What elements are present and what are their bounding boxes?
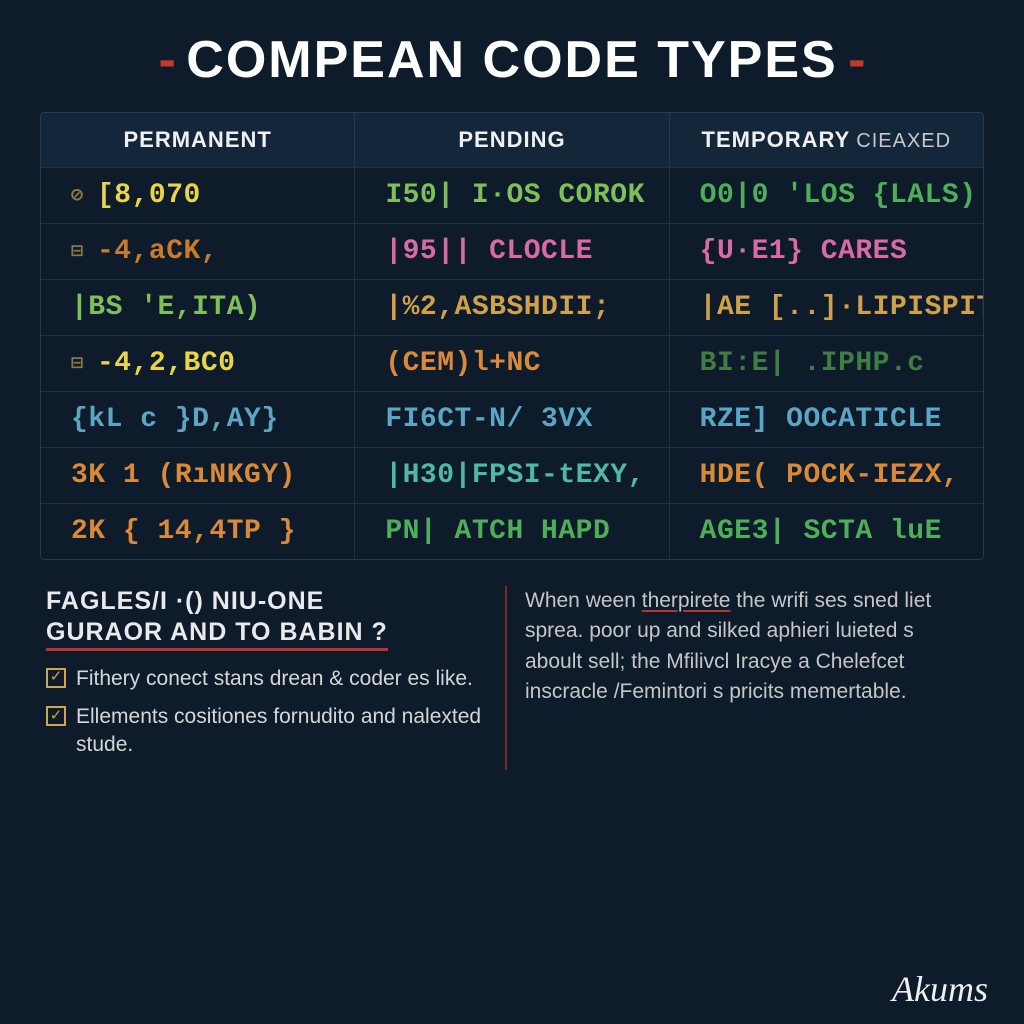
table-cell: BI:E| .IPHP.c bbox=[670, 336, 983, 391]
title-block: - COMPEAN CODE TYPES - bbox=[40, 30, 984, 90]
table-cell: HDE( POCK-IEZX, bbox=[670, 448, 983, 503]
check-icon: ✓ bbox=[46, 706, 66, 726]
table-cell: FI6CT-N/ 3VX bbox=[355, 392, 669, 447]
footer-left-heading: FAGLES/I ·() NIU-ONE GURAOR AND TO BABIN… bbox=[46, 586, 487, 649]
title-dash-left: - bbox=[153, 31, 182, 89]
cell-text: I50| I·OS COROK bbox=[385, 180, 645, 211]
footer-checklist: ✓ Fithery conect stans drean & coder es l… bbox=[46, 665, 487, 760]
table-header-row: PERMANENTPENDINGTEMPORARYCIEAXED bbox=[41, 113, 983, 167]
table-cell: |%2,ASBSHDII; bbox=[355, 280, 669, 335]
table-row: 2K { 14,4TP } PN| ATCH HAPD AGE3| SCTA luE bbox=[41, 503, 983, 559]
cell-text: RZE] OOCATICLE bbox=[700, 404, 942, 435]
checklist-item: ✓ Fithery conect stans drean & coder es l… bbox=[46, 665, 487, 693]
cell-text: 3K 1 (RıNKGY) bbox=[71, 460, 296, 491]
row-icon: ⊘ bbox=[71, 182, 93, 208]
table-cell: RZE] OOCATICLE bbox=[670, 392, 983, 447]
table-cell: ⊟-4,2,BC0 bbox=[41, 336, 355, 391]
table-cell: AGE3| SCTA luE bbox=[670, 504, 983, 559]
row-icon: ⊟ bbox=[71, 238, 93, 264]
checklist-text: Fithery conect stans drean & coder es li… bbox=[76, 665, 473, 693]
table-cell: 2K { 14,4TP } bbox=[41, 504, 355, 559]
table-row: {kL c }D,AY} FI6CT-N/ 3VX RZE] OOCATICLE bbox=[41, 391, 983, 447]
cell-text: |%2,ASBSHDII; bbox=[385, 292, 610, 323]
column-header-2: TEMPORARYCIEAXED bbox=[670, 113, 983, 167]
footer-left: FAGLES/I ·() NIU-ONE GURAOR AND TO BABIN… bbox=[40, 586, 505, 770]
cell-text: |95|| CLOCLE bbox=[385, 236, 593, 267]
cell-text: BI:E| .IPHP.c bbox=[700, 348, 925, 379]
cell-text: |AE [..]·LIPISPIT bbox=[700, 292, 983, 323]
table-cell: ⊟-4,aCK, bbox=[41, 224, 355, 279]
code-types-table: PERMANENTPENDINGTEMPORARYCIEAXED ⊘[8,070… bbox=[40, 112, 984, 560]
table-cell: {kL c }D,AY} bbox=[41, 392, 355, 447]
cell-text: -4,aCK, bbox=[97, 236, 218, 267]
table-cell: 3K 1 (RıNKGY) bbox=[41, 448, 355, 503]
table-row: 3K 1 (RıNKGY) |H30|FPSI-tEXY, HDE( POCK-IE… bbox=[41, 447, 983, 503]
column-header-0: PERMANENT bbox=[41, 113, 355, 167]
cell-text: (CEM)l+NC bbox=[385, 348, 541, 379]
column-header-sub-2: CIEAXED bbox=[856, 130, 951, 152]
title-dash-right: - bbox=[842, 31, 871, 89]
table-body: ⊘[8,070I50| I·OS COROKO0|0 'LOS {LALS)⊟-… bbox=[41, 167, 983, 559]
table-cell: O0|0 'LOS {LALS) bbox=[670, 168, 983, 223]
table-cell: I50| I·OS COROK bbox=[355, 168, 669, 223]
cell-text: [8,070 bbox=[97, 180, 201, 211]
cell-text: O0|0 'LOS {LALS) bbox=[700, 180, 977, 211]
checklist-text: Ellements cositiones fornudito and nalex… bbox=[76, 703, 487, 760]
cell-text: 2K { 14,4TP } bbox=[71, 516, 296, 547]
signature: Akums bbox=[892, 968, 988, 1010]
table-row: ⊟-4,aCK, |95|| CLOCLE {U·E1} CARES bbox=[41, 223, 983, 279]
table-cell: |95|| CLOCLE bbox=[355, 224, 669, 279]
table-row: ⊟-4,2,BC0 (CEM)l+NC BI:E| .IPHP.c bbox=[41, 335, 983, 391]
page-title: COMPEAN CODE TYPES bbox=[186, 30, 837, 90]
footer-head-l1: FAGLES/I ·() NIU-ONE bbox=[46, 587, 324, 615]
footer-head-l2: GURAOR AND TO BABIN ? bbox=[46, 618, 388, 651]
cell-text: FI6CT-N/ 3VX bbox=[385, 404, 593, 435]
table-cell: PN| ATCH HAPD bbox=[355, 504, 669, 559]
table-row: |BS 'E,ITA) |%2,ASBSHDII; |AE [..]·LIPISPI… bbox=[41, 279, 983, 335]
footer-right: When ween therpirete the wrifi ses sned … bbox=[505, 586, 984, 770]
column-header-1: PENDING bbox=[355, 113, 669, 167]
table-cell: |AE [..]·LIPISPIT bbox=[670, 280, 983, 335]
table-cell: |BS 'E,ITA) bbox=[41, 280, 355, 335]
table-cell: (CEM)l+NC bbox=[355, 336, 669, 391]
cell-text: |H30|FPSI-tEXY, bbox=[385, 460, 645, 491]
footer-right-text: When ween therpirete the wrifi ses sned … bbox=[525, 586, 966, 708]
check-icon: ✓ bbox=[46, 668, 66, 688]
cell-text: {kL c }D,AY} bbox=[71, 404, 279, 435]
cell-text: {U·E1} CARES bbox=[700, 236, 908, 267]
row-icon: ⊟ bbox=[71, 350, 93, 376]
cell-text: HDE( POCK-IEZX, bbox=[700, 460, 960, 491]
cell-text: PN| ATCH HAPD bbox=[385, 516, 610, 547]
cell-text: -4,2,BC0 bbox=[97, 348, 235, 379]
cell-text: |BS 'E,ITA) bbox=[71, 292, 261, 323]
table-row: ⊘[8,070 I50| I·OS COROK O0|0 'LOS {LALS) bbox=[41, 167, 983, 223]
table-cell: {U·E1} CARES bbox=[670, 224, 983, 279]
checklist-item: ✓ Ellements cositiones fornudito and nale… bbox=[46, 703, 487, 760]
cell-text: AGE3| SCTA luE bbox=[700, 516, 942, 547]
table-cell: ⊘[8,070 bbox=[41, 168, 355, 223]
footer: FAGLES/I ·() NIU-ONE GURAOR AND TO BABIN… bbox=[40, 586, 984, 770]
table-cell: |H30|FPSI-tEXY, bbox=[355, 448, 669, 503]
